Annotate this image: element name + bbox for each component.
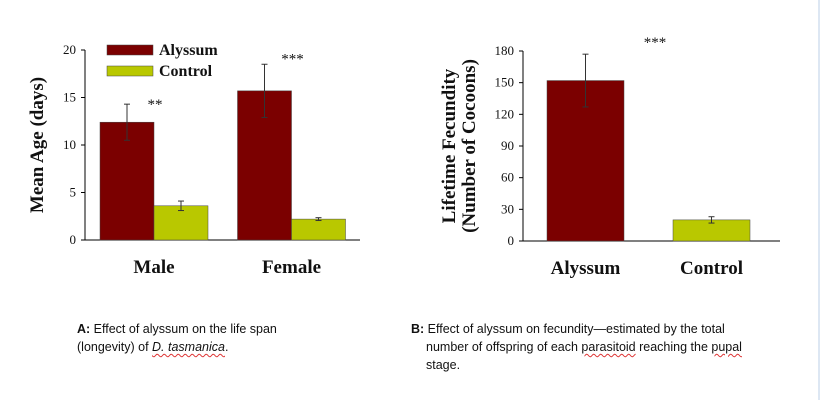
y-tick-label: 60: [501, 170, 514, 185]
y-tick-label: 150: [495, 75, 515, 90]
y-axis-title-line-1: Lifetime Fecundity: [439, 68, 460, 223]
caption-a-species: D. tasmanica: [152, 340, 225, 354]
y-tick-label: 20: [63, 42, 76, 57]
chart-b-fecundity: 0 30 60 90 120 150 180 Lifetime Fecundity (Numbe…: [439, 35, 780, 279]
significance-marker: ***: [644, 35, 667, 51]
caption-a-text-2: (longevity) of: [77, 340, 153, 354]
caption-b-text-3: stage.: [426, 358, 461, 372]
caption-b-label: B:: [411, 322, 425, 336]
caption-b-pupal: pupal: [711, 340, 742, 354]
significance-marker: ***: [281, 51, 304, 67]
x-category-label: Male: [133, 257, 174, 278]
legend-swatch-alyssum: [106, 44, 154, 56]
bar-alyssum-male: [99, 121, 155, 241]
y-axis-title: Mean Age (days): [27, 77, 48, 213]
caption-b-parasitoid: parasitoid: [581, 340, 636, 354]
x-category-label: Alyssum: [551, 258, 621, 279]
y-tick-label: 0: [508, 233, 515, 248]
legend-label-alyssum: Alyssum: [159, 42, 218, 59]
right-edge-divider: [818, 0, 820, 400]
y-tick-label: 120: [495, 106, 515, 121]
x-category-label: Female: [262, 257, 321, 278]
caption-a-label: A:: [77, 322, 91, 336]
y-tick-label: 0: [70, 232, 77, 247]
legend-swatch-control: [106, 65, 154, 77]
legend-label-control: Control: [159, 63, 213, 80]
caption-b-text-2a: number of offspring of each: [426, 340, 582, 354]
y-tick-label: 10: [63, 137, 76, 152]
y-tick-label: 15: [63, 90, 76, 105]
caption-a-text-end: .: [224, 340, 229, 354]
y-tick-label: 90: [501, 138, 514, 153]
caption-b: B: Effect of alyssum on fecundity—estima…: [411, 320, 816, 374]
y-axis-title-line-2: (Number of Cocoons): [459, 59, 480, 233]
y-tick-label: 180: [495, 43, 515, 58]
x-category-label: Control: [680, 258, 743, 279]
caption-a: A: Effect of alyssum on the life span (l…: [77, 320, 377, 356]
caption-a-text-1: Effect of alyssum on the life span: [90, 322, 277, 336]
y-tick-label: 5: [70, 185, 77, 200]
bar-control-male: [153, 205, 209, 241]
caption-b-text-2b: reaching the: [635, 340, 712, 354]
y-tick-label: 30: [501, 201, 514, 216]
caption-b-text-1: Effect of alyssum on fecundity—estimated…: [424, 322, 725, 336]
significance-marker: **: [148, 97, 163, 113]
